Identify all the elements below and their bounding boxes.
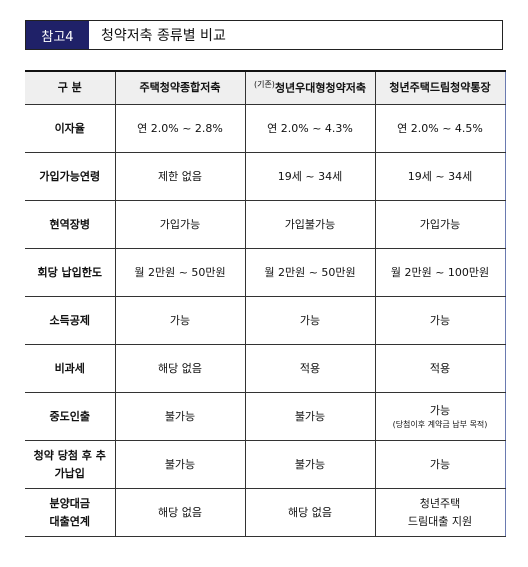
cell: 적용 [374, 344, 506, 393]
cell: 월 2만원 ~ 50만원 [114, 248, 246, 297]
cell: 19세 ~ 34세 [244, 152, 376, 201]
row-label: 중도인출 [25, 392, 116, 441]
cell-line: 분양대금 [49, 497, 90, 511]
cell: 가능 [374, 440, 506, 489]
cell: 가능 [244, 296, 376, 345]
cell: 연 2.0% ~ 2.8% [114, 104, 246, 153]
cell-line: 청년주택 [419, 497, 461, 511]
cell: 가능 [374, 296, 506, 345]
header: 참고4 청약저축 종류별 비교 [25, 20, 503, 50]
cell: 월 2만원 ~ 50만원 [244, 248, 376, 297]
row-label: 비과세 [25, 344, 116, 393]
cell: 월 2만원 ~ 100만원 [374, 248, 506, 297]
cell-line: 드림대출 지원 [407, 514, 473, 528]
cell: 적용 [244, 344, 376, 393]
cell-note: (당첨이후 계약금 납부 목적) [392, 419, 488, 429]
cell: 해당 없음 [114, 344, 246, 393]
cell-prefix: (기존) [253, 80, 275, 90]
column-header: 주택청약종합저축 [114, 70, 246, 105]
header-row: 구 분 주택청약종합저축 (기존)청년우대형청약저축 청년주택드림청약통장 [25, 70, 506, 105]
comparison-table: 구 분 주택청약종합저축 (기존)청년우대형청약저축 청년주택드림청약통장 이자율 연 … [25, 70, 506, 537]
cell: 해당 없음 [114, 488, 246, 537]
cell: 제한 없음 [114, 152, 246, 201]
cell: 불가능 [114, 392, 246, 441]
table-row: 분양대금 대출연계 해당 없음 해당 없음 청년주택 드림대출 지원 [25, 488, 506, 537]
cell: 불가능 [114, 440, 246, 489]
cell-line: 대출연계 [49, 514, 90, 528]
cell: 가능 (당첨이후 계약금 납부 목적) [374, 392, 506, 441]
table-row: 가입가능연령 제한 없음 19세 ~ 34세 19세 ~ 34세 [25, 152, 506, 201]
cell: 가입불가능 [244, 200, 376, 249]
row-label: 가입가능연령 [25, 152, 116, 201]
cell: 가입가능 [374, 200, 506, 249]
column-header: 청년주택드림청약통장 [374, 70, 506, 105]
cell-text: 청년우대형청약저축 [274, 81, 367, 95]
table-row: 비과세 해당 없음 적용 적용 [25, 344, 506, 393]
cell: 19세 ~ 34세 [374, 152, 506, 201]
table-row: 현역장병 가입가능 가입불가능 가입가능 [25, 200, 506, 249]
table-row: 회당 납입한도 월 2만원 ~ 50만원 월 2만원 ~ 50만원 월 2만원 ~ 1… [25, 248, 506, 297]
cell: 연 2.0% ~ 4.5% [374, 104, 506, 153]
row-label: 소득공제 [25, 296, 116, 345]
row-label: 현역장병 [25, 200, 116, 249]
table-row: 중도인출 불가능 불가능 가능 (당첨이후 계약금 납부 목적) [25, 392, 506, 441]
cell: 가입가능 [114, 200, 246, 249]
table-row: 청약 당첨 후 추 가납입 불가능 불가능 가능 [25, 440, 506, 489]
row-label: 회당 납입한도 [25, 248, 116, 297]
table-row: 이자율 연 2.0% ~ 2.8% 연 2.0% ~ 4.3% 연 2.0% ~ 4.… [25, 104, 506, 153]
cell: 불가능 [244, 392, 376, 441]
table-row: 소득공제 가능 가능 가능 [25, 296, 506, 345]
column-header: (기존)청년우대형청약저축 [244, 70, 376, 105]
column-header: 구 분 [25, 70, 116, 105]
cell-line: 가납입 [54, 466, 85, 480]
cell: 연 2.0% ~ 4.3% [244, 104, 376, 153]
cell-text: 가능 [429, 403, 451, 417]
cell: 불가능 [244, 440, 376, 489]
cell: 가능 [114, 296, 246, 345]
row-label: 이자율 [25, 104, 116, 153]
cell-line: 청약 당첨 후 추 [33, 449, 106, 463]
cell: 해당 없음 [244, 488, 376, 537]
badge: 참고4 [26, 21, 89, 49]
title: 청약저축 종류별 비교 [101, 28, 226, 44]
